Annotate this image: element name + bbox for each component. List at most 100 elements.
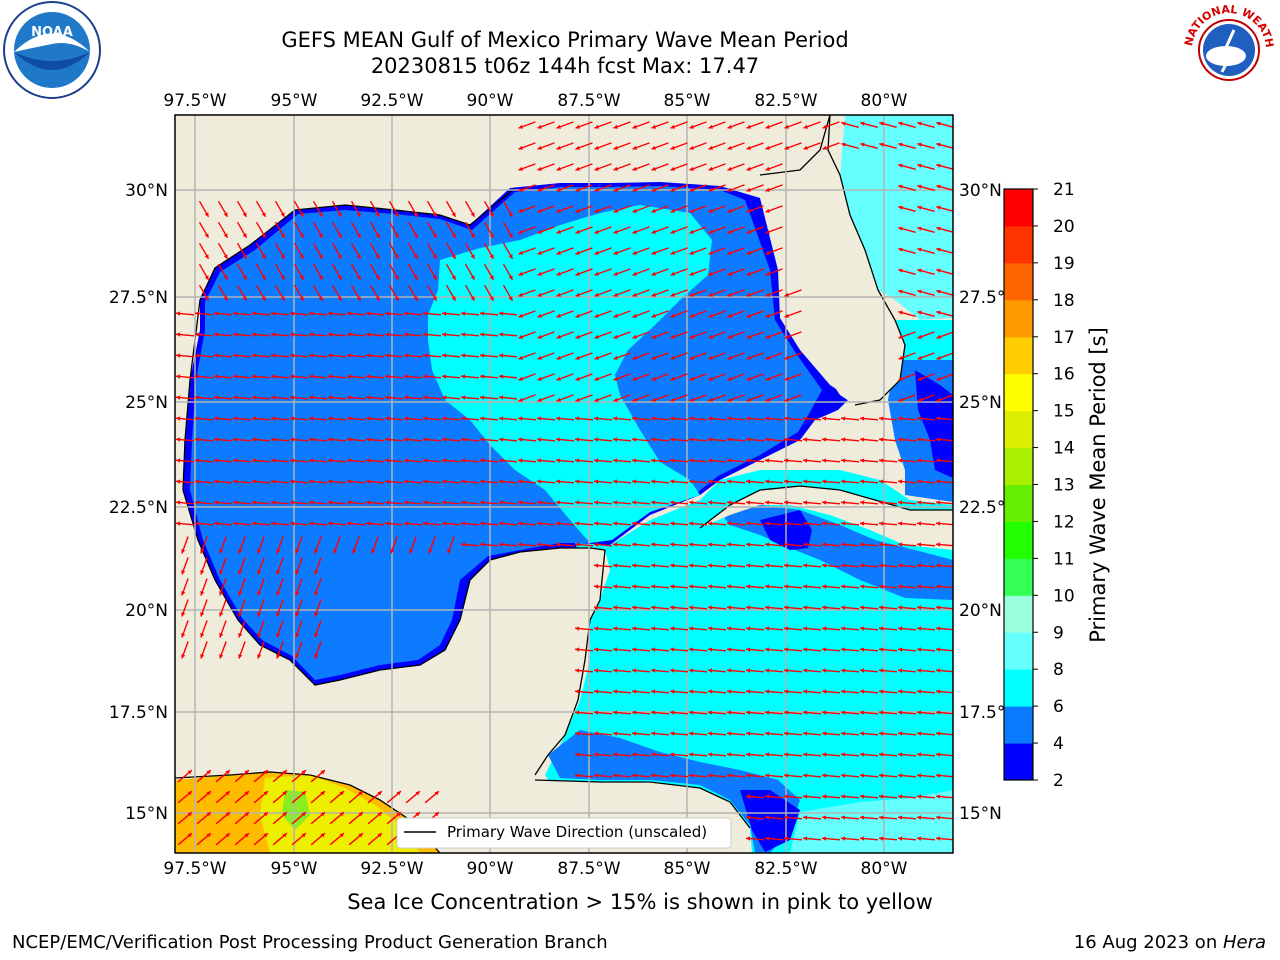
wave-direction-arrowhead [328,311,333,316]
wave-direction-arrowhead [187,770,192,775]
wave-direction-arrowhead [727,731,732,736]
wave-direction-arrowhead [280,254,285,259]
wave-direction-arrowhead [632,647,637,652]
wave-direction-arrowhead [575,376,580,381]
wave-direction-arrowhead [708,731,713,736]
wave-direction-arrowhead [200,570,205,575]
wave-direction-arrowhead [689,521,694,526]
wave-direction-arrowhead [594,731,599,736]
wave-direction-arrowhead [841,794,846,799]
wave-direction-arrowhead [708,647,713,652]
wave-direction-arrowhead [461,437,466,442]
wave-direction-arrowhead [936,563,941,568]
wave-direction-arrowhead [670,292,675,297]
wave-direction-arrowhead [632,271,637,276]
wave-direction-arrowhead [244,812,249,817]
wave-direction-arrowhead [181,633,186,638]
wave-direction-arrowhead [181,654,186,659]
wave-direction-arrowhead [301,833,306,838]
florida-land [740,115,905,405]
wave-direction-arrowhead [879,710,884,715]
wave-direction-arrowhead [784,752,789,757]
wave-direction-arrowhead [651,626,656,631]
wave-direction-arrowhead [708,208,713,213]
wave-direction-arrowhead [556,500,561,505]
wave-direction-arrowhead [347,332,352,337]
wave-direction-arrowhead [499,458,504,463]
wave-direction-arrowhead [632,187,637,192]
wave-direction-arrowhead [537,124,542,129]
noaa-logo: NOAA [0,0,104,108]
wave-direction-arrowhead [708,479,713,484]
wave-direction-arrowhead [727,584,732,589]
wave-direction-arrowhead [917,668,922,673]
wave-direction-arrowhead [225,770,230,775]
wave-direction-arrowhead [290,458,295,463]
wave-direction-arrowhead [290,374,295,379]
wave-direction-arrowhead [385,479,390,484]
wave-direction-arrowhead [556,397,561,402]
wave-direction-arrowhead [689,313,694,318]
wave-direction-arrowhead [632,124,637,129]
wave-direction-arrowhead [879,437,884,442]
wave-direction-arrowhead [413,254,418,259]
wave-direction-arrowhead [708,458,713,463]
wave-direction-arrowhead [508,296,513,301]
wave-direction-arrowhead [371,549,376,554]
wave-direction-arrowhead [320,833,325,838]
wave-direction-arrowhead [295,654,300,659]
wave-direction-arrowhead [765,731,770,736]
wave-direction-arrowhead [461,500,466,505]
wave-direction-arrowhead [575,166,580,171]
wave-direction-arrowhead [651,145,656,150]
lon-tick-label: 85°W [664,91,711,111]
wave-direction-arrowhead [746,689,751,694]
wave-direction-arrowhead [784,731,789,736]
wave-direction-arrowhead [318,296,323,301]
lat-tick-label: 15°N [125,804,168,824]
wave-direction-arrowhead [689,479,694,484]
wave-direction-arrowhead [299,296,304,301]
wave-direction-arrowhead [423,416,428,421]
wave-direction-arrowhead [489,212,494,217]
wave-direction-arrowhead [252,311,257,316]
wave-direction-arrowhead [432,254,437,259]
wave-direction-arrowhead [841,815,846,820]
wave-direction-arrowhead [499,374,504,379]
wave-direction-arrowhead [187,833,192,838]
wave-direction-arrowhead [841,710,846,715]
wave-direction-arrowhead [670,563,675,568]
wave-direction-arrowhead [746,521,751,526]
lat-tick-label: 17.5°N [959,703,1018,723]
wave-direction-arrowhead [442,479,447,484]
wave-direction-arrowhead [575,752,580,757]
lon-tick-label: 87.5°W [557,859,620,879]
wave-direction-arrowhead [347,437,352,442]
wave-direction-arrowhead [898,521,903,526]
wave-direction-arrowhead [328,458,333,463]
wave-direction-arrowhead [413,212,418,217]
wave-direction-arrowhead [233,437,238,442]
wave-direction-arrowhead [299,275,304,280]
wave-direction-arrowhead [613,292,618,297]
wave-direction-arrowhead [318,233,323,238]
wave-direction-arrowhead [187,812,192,817]
wave-direction-arrowhead [708,689,713,694]
wave-direction-arrowhead [225,833,230,838]
colorbar-tick-label: 13 [1053,476,1075,496]
wave-direction-arrowhead [784,626,789,631]
wave-direction-arrowhead [632,626,637,631]
wave-direction-arrowhead [860,142,865,147]
wave-direction-arrowhead [613,334,618,339]
wave-direction-arrowhead [651,647,656,652]
wave-direction-arrowhead [451,233,456,238]
wave-direction-arrowhead [632,416,637,421]
wave-direction-arrowhead [898,334,903,339]
wave-direction-arrowhead [822,731,827,736]
colorbar-segment [1004,262,1033,301]
wave-direction-arrowhead [803,626,808,631]
wave-direction-arrowhead [841,773,846,778]
wave-direction-arrowhead [746,145,751,150]
wave-direction-arrowhead [689,355,694,360]
wave-direction-arrowhead [784,668,789,673]
